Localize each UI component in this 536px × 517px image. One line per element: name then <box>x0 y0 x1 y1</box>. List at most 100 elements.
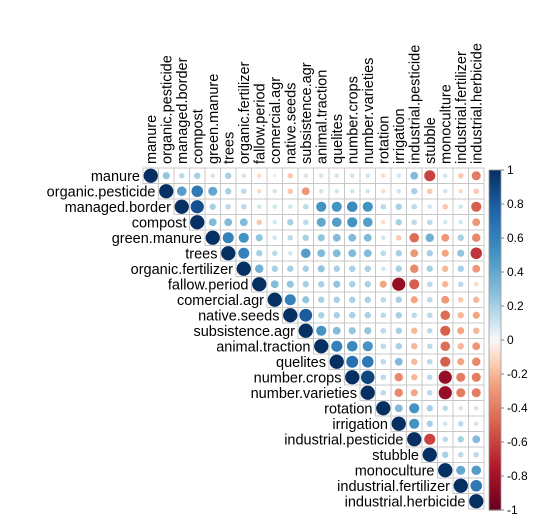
row-label-industrial.pesticide: industrial.pesticide <box>284 432 403 448</box>
legend-gradient-segment <box>489 224 501 229</box>
row-label-animal.traction: animal.traction <box>216 339 310 355</box>
correlation-circle-compost-native.seeds <box>287 219 294 226</box>
correlation-circle-green.manure-number.crops <box>348 233 357 242</box>
correlation-circle-organic.pesticide-industrial.fertilizer <box>458 188 464 194</box>
row-label-monoculture: monoculture <box>355 463 435 479</box>
row-label-rotation: rotation <box>324 401 372 417</box>
correlation-circle-quelites-rotation <box>380 358 387 365</box>
legend-gradient-segment <box>489 214 501 219</box>
correlation-circle-organic.pesticide-irrigation <box>396 188 402 194</box>
correlation-circle-compost-rotation <box>380 219 386 225</box>
correlation-circle-managed.border-stubble <box>427 204 433 210</box>
correlation-circle-trees-animal.traction <box>317 249 326 258</box>
correlation-circle-subsistence.agr-industrial.fertilizer <box>457 327 465 335</box>
correlation-circle-number.crops-industrial.herbicide <box>471 372 481 382</box>
correlation-circle-green.manure-native.seeds <box>287 234 294 241</box>
correlation-circle-organic.pesticide-number.crops <box>349 188 355 194</box>
correlation-circle-organic.pesticide-organic.pesticide <box>159 184 174 199</box>
correlation-circle-green.manure-industrial.herbicide <box>472 233 481 242</box>
column-label-manure: manure <box>144 115 160 164</box>
correlation-circle-number.crops-rotation <box>380 374 387 381</box>
legend-gradient-segment <box>489 312 501 317</box>
correlation-circle-compost-comercial.agr <box>272 219 278 225</box>
legend-gradient-segment <box>489 469 501 474</box>
correlation-circle-organic.fertilizer-rotation <box>380 266 386 272</box>
correlation-circle-organic.pesticide-industrial.pesticide <box>411 188 418 195</box>
correlation-circle-organic.fertilizer-monoculture <box>442 265 449 272</box>
correlation-circle-organic.pesticide-trees <box>225 188 232 195</box>
correlation-circle-trees-trees <box>221 246 236 261</box>
correlation-circle-organic.fertilizer-number.varieties <box>364 265 371 272</box>
correlation-circle-organic.pesticide-comercial.agr <box>272 188 278 194</box>
correlation-circle-trees-irrigation <box>395 250 402 257</box>
legend-gradient-segment <box>489 336 501 341</box>
correlation-circle-trees-number.varieties <box>363 249 372 258</box>
legend-gradient-segment <box>489 255 501 259</box>
column-label-fallow.period: fallow.period <box>252 83 268 164</box>
row-label-irrigation: irrigation <box>332 417 388 433</box>
correlation-circle-compost-green.manure <box>208 218 217 227</box>
row-label-green.manure: green.manure <box>112 231 202 247</box>
correlation-circle-trees-industrial.fertilizer <box>457 249 465 257</box>
correlation-circle-compost-compost <box>190 215 205 230</box>
correlation-circle-managed.border-irrigation <box>395 203 402 210</box>
correlation-circle-number.varieties-irrigation <box>394 388 403 397</box>
correlation-circle-organic.pesticide-subsistence.agr <box>301 187 310 196</box>
correlation-circle-organic.fertilizer-industrial.pesticide <box>410 264 419 273</box>
correlation-circle-animal.traction-animal.traction <box>314 339 329 354</box>
correlation-circle-organic.pesticide-stubble <box>426 188 433 195</box>
column-label-subsistence.agr: subsistence.agr <box>299 62 315 164</box>
legend-gradient-segment <box>489 268 501 273</box>
correlation-circle-subsistence.agr-monoculture <box>440 325 451 336</box>
legend-gradient-segment <box>489 285 501 290</box>
column-label-industrial.herbicide: industrial.herbicide <box>469 43 485 164</box>
legend-gradient-segment <box>489 455 501 460</box>
correlation-circle-manure-organic.fertilizer <box>241 173 247 179</box>
correlation-circle-organic.fertilizer-stubble <box>426 265 433 272</box>
correlation-circle-managed.border-compost <box>190 200 204 214</box>
correlation-circle-trees-subsistence.agr <box>300 248 311 259</box>
correlation-circle-manure-fallow.period <box>256 173 262 179</box>
correlation-circle-compost-industrial.herbicide <box>472 218 481 227</box>
correlation-circle-green.manure-organic.fertilizer <box>238 232 249 243</box>
column-label-managed.border: managed.border <box>175 57 191 164</box>
correlation-circle-number.crops-stubble <box>426 374 433 381</box>
correlation-circle-comercial.agr-stubble <box>426 296 433 303</box>
correlation-circle-irrigation-industrial.herbicide <box>473 421 479 427</box>
correlation-circle-trees-stubble <box>426 250 433 257</box>
column-label-rotation: rotation <box>376 116 392 164</box>
correlation-circle-fallow.period-industrial.pesticide <box>409 279 420 290</box>
correlation-circle-fallow.period-comercial.agr <box>270 280 279 289</box>
correlation-circle-manure-organic.pesticide <box>162 172 170 180</box>
correlation-circle-managed.border-organic.fertilizer <box>240 203 247 210</box>
correlation-circle-subsistence.agr-industrial.pesticide <box>411 327 418 334</box>
correlation-circle-compost-trees <box>224 218 233 227</box>
legend-gradient-segment <box>489 421 501 426</box>
legend-gradient-segment <box>489 425 501 429</box>
correlation-circle-compost-number.crops <box>347 217 358 228</box>
correlation-circle-compost-irrigation <box>395 219 402 226</box>
column-label-organic.pesticide: organic.pesticide <box>159 55 175 164</box>
correlation-circle-compost-quelites <box>331 217 342 228</box>
legend-gradient-segment <box>489 506 501 511</box>
legend-gradient-segment <box>489 244 501 249</box>
column-label-green.manure: green.manure <box>206 74 222 164</box>
correlation-circle-irrigation-monoculture <box>442 421 448 427</box>
legend-gradient-segment <box>489 272 501 276</box>
correlation-circle-subsistence.agr-quelites <box>332 326 341 335</box>
correlation-circle-green.manure-irrigation <box>395 234 402 241</box>
legend-tick-label: -0.4 <box>507 401 528 415</box>
legend-gradient-segment <box>489 462 501 467</box>
correlation-circle-managed.border-industrial.fertilizer <box>458 204 464 210</box>
correlation-circle-manure-industrial.herbicide <box>471 171 481 181</box>
legend-tick-label: -1 <box>507 503 518 517</box>
correlation-circle-managed.border-rotation <box>380 203 387 210</box>
legend-gradient-segment <box>489 265 501 270</box>
legend-gradient-segment <box>489 231 501 236</box>
legend-gradient-segment <box>489 261 501 266</box>
correlation-circle-compost-industrial.pesticide <box>411 219 418 226</box>
correlation-circle-manure-industrial.fertilizer <box>457 172 464 179</box>
row-label-native.seeds: native.seeds <box>198 308 279 324</box>
correlation-circle-comercial.agr-comercial.agr <box>267 292 282 307</box>
